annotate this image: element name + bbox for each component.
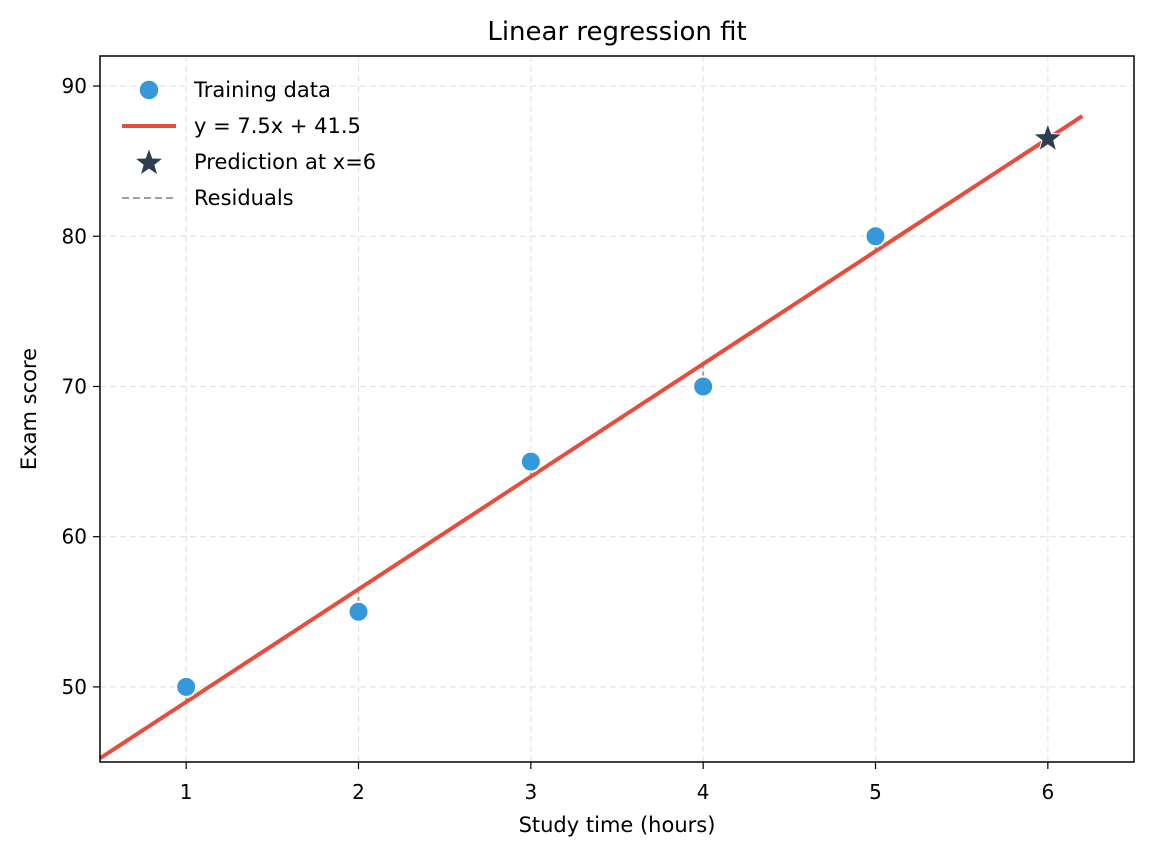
y-tick-label: 50 (62, 675, 87, 699)
grid-lines (100, 56, 1134, 762)
legend: Training data y = 7.5x + 41.5 Prediction… (122, 78, 376, 210)
legend-fit-line-label: y = 7.5x + 41.5 (194, 114, 361, 138)
training-point (347, 600, 370, 623)
x-tick-label: 2 (352, 780, 365, 804)
x-tick-label: 6 (1041, 780, 1054, 804)
x-tick-label: 4 (697, 780, 710, 804)
x-axis-label: Study time (hours) (519, 813, 716, 837)
fit-line-layer (98, 114, 1084, 760)
prediction-layer (1032, 122, 1064, 152)
y-axis-ticks: 50 60 70 80 90 (62, 74, 100, 699)
training-point (519, 450, 542, 473)
legend-prediction-label: Prediction at x=6 (194, 150, 376, 174)
x-axis-ticks: 1 2 3 4 5 6 (180, 762, 1054, 804)
y-tick-label: 60 (62, 525, 87, 549)
legend-residuals-label: Residuals (194, 186, 294, 210)
y-tick-label: 70 (62, 374, 87, 398)
data-points (175, 225, 887, 698)
training-point (864, 225, 887, 248)
chart-title: Linear regression fit (487, 17, 746, 47)
training-point (692, 375, 715, 398)
training-point (175, 675, 198, 698)
legend-training-marker (138, 79, 160, 101)
x-tick-label: 1 (180, 780, 193, 804)
y-tick-label: 90 (62, 74, 87, 98)
plot-frame (99, 55, 1135, 763)
x-tick-label: 5 (869, 780, 882, 804)
prediction-star (1032, 122, 1064, 152)
legend-prediction-star-icon (133, 146, 165, 177)
y-tick-label: 80 (62, 224, 87, 248)
legend-training-label: Training data (193, 78, 331, 102)
y-axis-label: Exam score (17, 348, 41, 470)
x-tick-label: 3 (524, 780, 537, 804)
regression-line (98, 114, 1084, 760)
